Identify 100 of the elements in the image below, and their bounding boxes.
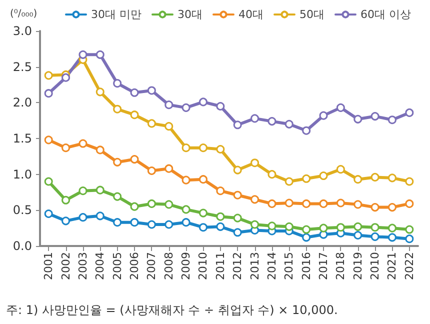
point [354,200,362,209]
x-tick-label: 2017 [317,252,330,280]
point [302,233,311,242]
point [405,108,414,117]
x-tick-label: 2007 [145,252,158,280]
point [130,218,139,227]
point [319,199,328,208]
point [250,158,260,168]
point [302,174,311,183]
point [370,223,380,232]
point [233,166,242,174]
point [182,218,190,227]
point [268,117,276,126]
point [113,192,122,201]
point [250,195,260,204]
point [44,177,53,186]
x-tick-label: 2011 [214,252,227,280]
point [302,126,311,135]
point [147,119,156,128]
point [354,231,362,240]
x-tick-label: 2012 [231,252,244,280]
point [216,212,225,221]
point [405,177,414,186]
point [96,146,104,154]
y-axis-title: (⁰/₀₀₀) [10,8,38,20]
point [113,79,122,88]
point [216,145,225,154]
point [284,198,294,208]
point [405,199,414,208]
x-tick-label: 2018 [334,252,348,280]
point [388,233,396,242]
point [268,199,276,208]
point [198,208,208,218]
legend-label: 60대 이상 [360,8,411,21]
point [44,210,53,218]
point [78,50,88,59]
x-tick-label: 2010 [368,252,382,280]
point [302,225,311,234]
x-tick-label: 2009 [180,252,193,280]
point [388,224,396,232]
point [233,120,242,130]
point [370,232,380,241]
point [113,104,122,114]
text: 주: 1) 사망만인율 = (사망재해자 수 ÷ 취업자 수) × 10,000. [6,303,338,317]
y-tick-label: 1.0 [12,167,32,182]
x-tick-label: 2022 [402,252,416,280]
point [250,220,260,229]
point [198,144,208,152]
point [250,114,260,123]
point [130,110,139,120]
point [164,220,174,229]
point [44,136,53,144]
point [164,200,174,209]
point [62,144,70,152]
point [370,203,380,212]
x-tick-label: 2013 [248,252,262,280]
point [62,216,70,226]
point [336,223,345,232]
point [284,177,294,186]
legend-label: 30대 [177,8,202,21]
x-tick-label: 2015 [282,252,296,280]
point [336,103,345,112]
point [96,88,104,96]
x-tick-label: 2001 [42,252,56,280]
point [388,174,396,182]
point [78,213,88,222]
point [319,172,328,180]
point [336,165,345,174]
point [147,199,156,208]
x-tick-label: 2008 [162,252,176,280]
point [354,175,362,184]
x-tick-label: 2006 [128,252,141,280]
point [370,172,380,182]
point [370,112,380,121]
point [113,158,122,166]
x-tick-label: 2004 [94,252,107,280]
point [96,212,104,220]
point [113,218,122,227]
x-tick-label: 2010 [196,252,210,280]
y-tick-label: 0.0 [12,239,32,253]
x-tick-label: 2019 [351,252,364,280]
x-tick-label: 2003 [76,252,90,280]
point [78,139,88,148]
point [284,120,294,128]
point [216,186,225,196]
point [233,228,242,237]
point [388,116,396,124]
point [147,220,156,229]
point [182,176,190,184]
point [62,73,70,82]
x-tick-label: 2021 [386,252,399,280]
point [388,203,396,212]
x-tick-label: 2005 [110,252,124,280]
point [182,103,190,112]
y-tick-label: 1.5 [12,132,32,146]
point [164,100,174,110]
point [319,224,328,232]
point [147,86,156,95]
point [182,205,190,214]
y-tick-label: 0.5 [12,203,32,218]
